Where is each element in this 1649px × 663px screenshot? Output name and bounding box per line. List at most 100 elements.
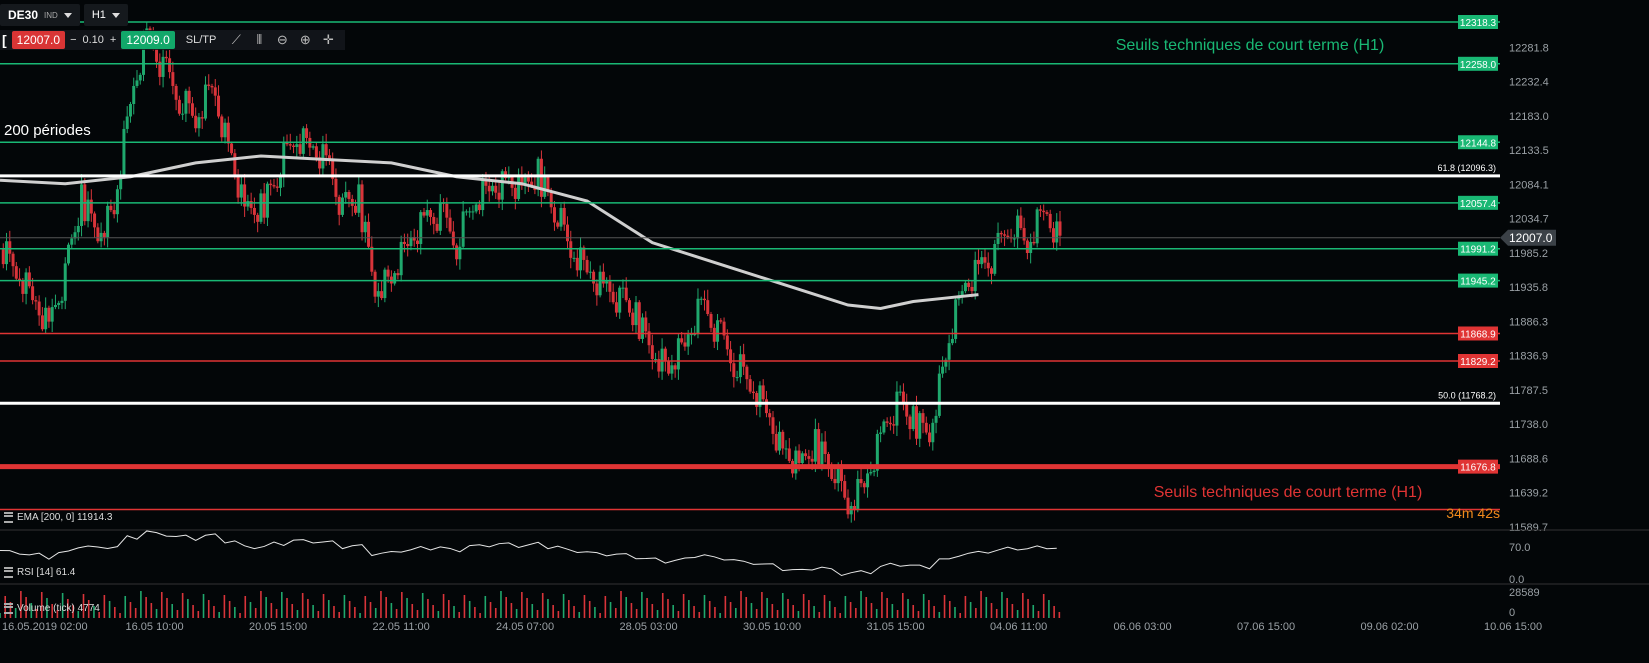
candle-body	[66, 244, 70, 264]
volume-bar	[620, 591, 622, 618]
candle-body	[246, 201, 250, 207]
qty-value[interactable]: 0.10	[82, 34, 104, 46]
volume-bar	[844, 596, 847, 618]
candle-body	[608, 281, 612, 292]
candle-body	[673, 365, 677, 370]
volume-bar	[1042, 594, 1045, 618]
candle-body	[892, 424, 896, 426]
level-price-label: 11868.9	[1460, 329, 1496, 340]
x-tick-label: 10.06 15:00	[1484, 621, 1542, 633]
candle-body	[44, 307, 48, 330]
sltp-button[interactable]: SL/TP	[185, 34, 217, 46]
candle-body	[941, 366, 945, 374]
qty-plus-button[interactable]: +	[109, 34, 117, 46]
candle-body	[826, 454, 830, 467]
candle-body	[1012, 238, 1016, 240]
candle-body	[800, 453, 804, 464]
volume-bar	[427, 599, 429, 618]
volume-bar	[1048, 600, 1050, 618]
volume-bar	[51, 604, 53, 618]
level-price-label: 11829.2	[1460, 357, 1496, 368]
candle-body	[96, 227, 100, 242]
zoom-out-icon[interactable]: ⊖	[276, 32, 288, 47]
symbol-name: DE30	[8, 8, 39, 22]
candle-body	[914, 406, 918, 439]
candle-body	[402, 241, 406, 245]
zoom-in-icon[interactable]: ⊕	[299, 32, 311, 47]
candle-body	[373, 271, 377, 297]
candle-body	[207, 84, 211, 86]
volume-bar	[849, 602, 852, 618]
candle-body	[461, 211, 465, 247]
candle-body	[699, 298, 703, 300]
candle-body	[696, 298, 700, 335]
candle-body	[667, 361, 671, 374]
volume-bar	[1053, 606, 1055, 618]
volume-bar	[437, 611, 440, 618]
menu-icon[interactable]	[4, 512, 13, 523]
volume-bar	[421, 593, 424, 618]
candle-body	[862, 483, 866, 488]
volume-bar	[578, 612, 581, 618]
y-tick-label: 12232.4	[1509, 77, 1549, 89]
volume-bar	[416, 610, 419, 618]
candle-body	[37, 301, 41, 316]
candle-body	[197, 117, 201, 129]
y-tick-label: 12133.5	[1509, 145, 1549, 157]
volume-bar	[672, 605, 674, 618]
menu-icon[interactable]	[4, 603, 13, 614]
volume-bar	[959, 613, 961, 618]
volume-bar	[489, 602, 492, 618]
volume-bar	[369, 602, 372, 618]
volume-bar	[275, 609, 278, 618]
candle-body	[86, 199, 90, 222]
volume-bar	[541, 593, 544, 618]
volume-bar	[531, 604, 534, 618]
volume-bar	[87, 600, 90, 618]
candle-body	[236, 175, 240, 198]
volume-bar	[82, 594, 85, 618]
volume-legend[interactable]: Volume (tick) 4774	[4, 603, 100, 614]
quantity-stepper[interactable]: − 0.10 +	[70, 34, 116, 46]
candle-body	[579, 247, 583, 271]
candle-body	[654, 359, 658, 361]
volume-bar	[750, 603, 753, 618]
candle-body	[882, 421, 886, 433]
candle-body	[1016, 215, 1020, 239]
qty-minus-button[interactable]: −	[70, 34, 77, 46]
rsi-legend[interactable]: RSI [14] 61.4	[4, 567, 75, 578]
volume-bar	[823, 595, 826, 618]
volume-bar	[755, 609, 758, 618]
symbol-selector[interactable]: DE30 IND	[0, 4, 80, 26]
volume-bar	[0, 613, 1, 618]
volume-bar	[150, 603, 153, 618]
timeframe-selector[interactable]: H1	[83, 4, 128, 26]
candle-body	[399, 241, 403, 276]
line-chart-icon[interactable]: ⟋	[231, 32, 241, 47]
volume-bar	[296, 610, 299, 618]
candle-body	[735, 377, 739, 379]
candle-body	[301, 128, 305, 154]
rsi-legend-label: RSI [14] 61.4	[17, 567, 76, 578]
volume-bar	[338, 612, 340, 618]
ema-legend[interactable]: EMA [200, 0] 11914.3	[4, 512, 112, 523]
volume-bar	[197, 611, 200, 618]
y-tick-label: 12281.8	[1509, 42, 1549, 54]
volume-bar	[510, 603, 513, 618]
candle-body	[458, 246, 462, 260]
candle-body	[683, 342, 687, 347]
candle-body	[334, 178, 338, 197]
volume-bar	[735, 608, 737, 618]
candle-body	[138, 74, 142, 81]
fibonacci-label: 50.0 (11768.2)	[1438, 390, 1496, 400]
volume-bar	[25, 597, 27, 618]
buy-button[interactable]: 12009.0	[121, 31, 175, 49]
menu-icon[interactable]	[4, 567, 13, 578]
volume-bar	[975, 608, 977, 618]
sell-button[interactable]: 12007.0	[11, 31, 66, 49]
candles-icon[interactable]: ⫴	[256, 32, 263, 47]
crosshair-icon[interactable]: ✛	[322, 32, 334, 47]
volume-bar	[98, 612, 100, 618]
